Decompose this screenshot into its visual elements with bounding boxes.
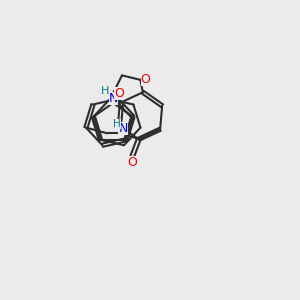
Text: N: N (109, 92, 118, 105)
Text: O: O (114, 87, 124, 100)
Text: O: O (141, 73, 151, 86)
Text: H: H (101, 85, 109, 95)
Text: O: O (127, 156, 136, 169)
Text: H: H (113, 118, 121, 129)
Text: N: N (118, 122, 128, 135)
